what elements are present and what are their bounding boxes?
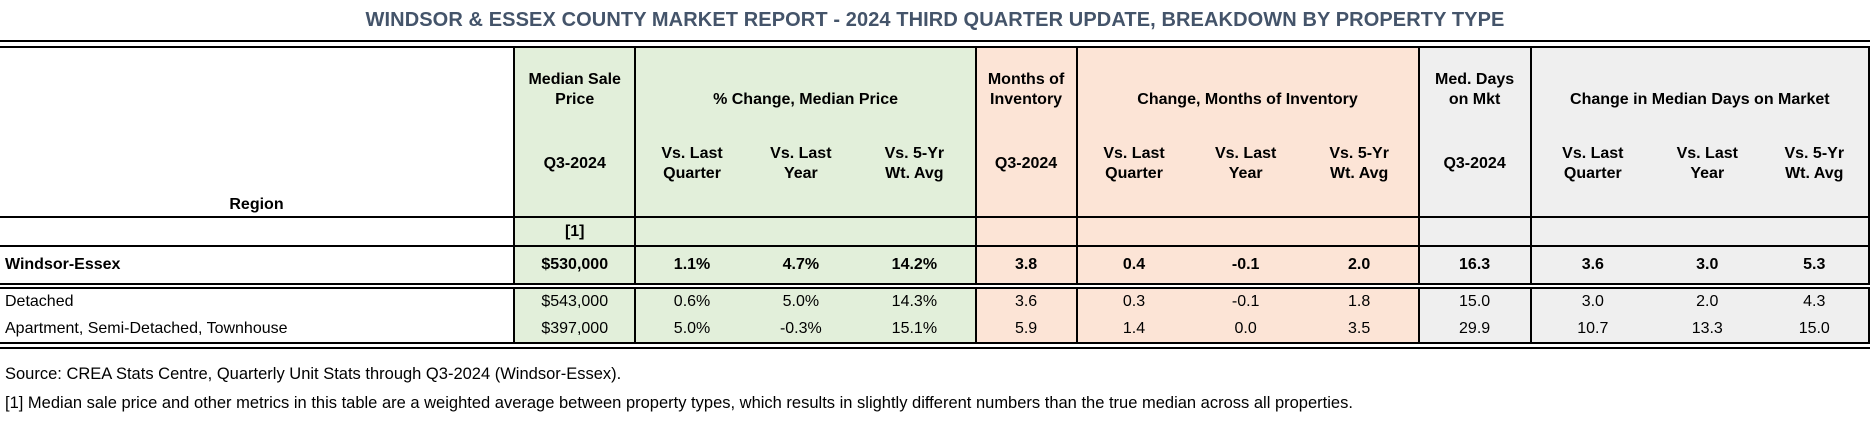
subheader-days-q3-2024: Q3-2024	[1417, 112, 1531, 218]
table-row-apartment-semi-townhouse: Apartment, Semi-Detached, Townhouse $397…	[0, 315, 1870, 349]
data-cell: 14.2%	[854, 246, 976, 289]
data-cell: $543,000	[512, 286, 636, 315]
subheader-price-q3-2024: Q3-2024	[512, 112, 636, 218]
data-cell: 3.0	[1654, 246, 1761, 289]
subheader-inventory-vs-last-year: Vs. Last Year	[1190, 112, 1301, 218]
table-row-windsor-essex: Windsor-Essex $530,000 1.1% 4.7% 14.2% 3…	[0, 246, 1870, 289]
data-cell: -0.1	[1190, 246, 1301, 289]
table-row-detached: Detached $543,000 0.6% 5.0% 14.3% 3.6 0.…	[0, 286, 1870, 315]
data-cell: 16.3	[1417, 246, 1531, 289]
data-cell: 29.9	[1417, 315, 1531, 349]
subheader-inventory-vs-5yr-wt-avg: Vs. 5-Yr Wt. Avg	[1300, 112, 1419, 218]
data-cell: 3.5	[1300, 315, 1419, 349]
market-table: Region Median Sale Price % Change, Media…	[0, 48, 1870, 349]
subheader-days-vs-5yr-wt-avg: Vs. 5-Yr Wt. Avg	[1760, 112, 1870, 218]
subheader-price-vs-5yr-wt-avg: Vs. 5-Yr Wt. Avg	[854, 112, 976, 218]
empty-cell	[1529, 217, 1870, 247]
group-header-change-months-of-inventory: Change, Months of Inventory	[1075, 48, 1419, 112]
region-label: Windsor-Essex	[0, 246, 514, 289]
empty-cell	[634, 217, 976, 247]
sub-header-row: Q3-2024 Vs. Last Quarter Vs. Last Year V…	[0, 112, 1870, 218]
data-cell: 5.0%	[634, 315, 748, 349]
market-report-page: WINDSOR & ESSEX COUNTY MARKET REPORT - 2…	[0, 9, 1870, 413]
data-cell: $530,000	[512, 246, 636, 289]
source-note: Source: CREA Stats Centre, Quarterly Uni…	[5, 365, 622, 383]
subheader-days-vs-last-year: Vs. Last Year	[1654, 112, 1761, 218]
data-cell: 1.8	[1300, 286, 1419, 315]
data-cell: 5.3	[1760, 246, 1870, 289]
data-cell: 0.4	[1075, 246, 1191, 289]
region-header-cell: Region	[0, 48, 514, 218]
data-cell: 15.0	[1417, 286, 1531, 315]
data-cell: 13.3	[1654, 315, 1761, 349]
subheader-inventory-vs-last-quarter: Vs. Last Quarter	[1075, 112, 1191, 218]
data-cell: 0.6%	[634, 286, 748, 315]
group-header-row: Region Median Sale Price % Change, Media…	[0, 48, 1870, 218]
data-cell: 0.3	[1075, 286, 1191, 315]
data-cell: 14.3%	[854, 286, 976, 315]
data-cell: 3.8	[974, 246, 1077, 289]
data-cell: $397,000	[512, 315, 636, 349]
group-header-change-median-days-on-market: Change in Median Days on Market	[1529, 48, 1870, 112]
footnote-marker-row: [1]	[0, 217, 1870, 247]
group-header-months-of-inventory: Months of Inventory	[974, 48, 1077, 112]
data-cell: 3.6	[1529, 246, 1654, 289]
subheader-price-vs-last-year: Vs. Last Year	[747, 112, 855, 218]
group-header-median-sale-price: Median Sale Price	[512, 48, 636, 112]
report-title: WINDSOR & ESSEX COUNTY MARKET REPORT - 2…	[365, 9, 1505, 31]
group-header-med-days-on-mkt: Med. Days on Mkt	[1417, 48, 1531, 112]
data-cell: 5.0%	[747, 286, 855, 315]
empty-cell	[1075, 217, 1419, 247]
data-cell: 5.9	[974, 315, 1077, 349]
data-cell: 2.0	[1300, 246, 1419, 289]
footnote-1: [1] Median sale price and other metrics …	[5, 394, 1353, 412]
group-header-pct-change-median-price: % Change, Median Price	[634, 48, 976, 112]
subheader-price-vs-last-quarter: Vs. Last Quarter	[634, 112, 748, 218]
data-cell: 0.0	[1190, 315, 1301, 349]
data-cell: -0.1	[1190, 286, 1301, 315]
data-cell: 4.7%	[747, 246, 855, 289]
subheader-days-vs-last-quarter: Vs. Last Quarter	[1529, 112, 1654, 218]
region-label: Detached	[0, 286, 514, 315]
data-cell: 3.0	[1529, 286, 1654, 315]
subheader-inventory-q3-2024: Q3-2024	[974, 112, 1077, 218]
data-cell: 15.1%	[854, 315, 976, 349]
region-header-label: Region	[229, 196, 284, 213]
data-cell: 1.1%	[634, 246, 748, 289]
data-cell: 4.3	[1760, 286, 1870, 315]
data-cell: 10.7	[1529, 315, 1654, 349]
title-divider	[0, 40, 1870, 48]
empty-region-cell	[0, 217, 514, 247]
data-cell: -0.3%	[747, 315, 855, 349]
region-label: Apartment, Semi-Detached, Townhouse	[0, 315, 514, 349]
data-cell: 3.6	[974, 286, 1077, 315]
data-cell: 1.4	[1075, 315, 1191, 349]
data-cell: 15.0	[1760, 315, 1870, 349]
data-cell: 2.0	[1654, 286, 1761, 315]
footer-notes: Source: CREA Stats Centre, Quarterly Uni…	[0, 365, 1870, 413]
empty-cell	[974, 217, 1077, 247]
footnote-marker-cell: [1]	[512, 217, 636, 247]
empty-cell	[1417, 217, 1531, 247]
